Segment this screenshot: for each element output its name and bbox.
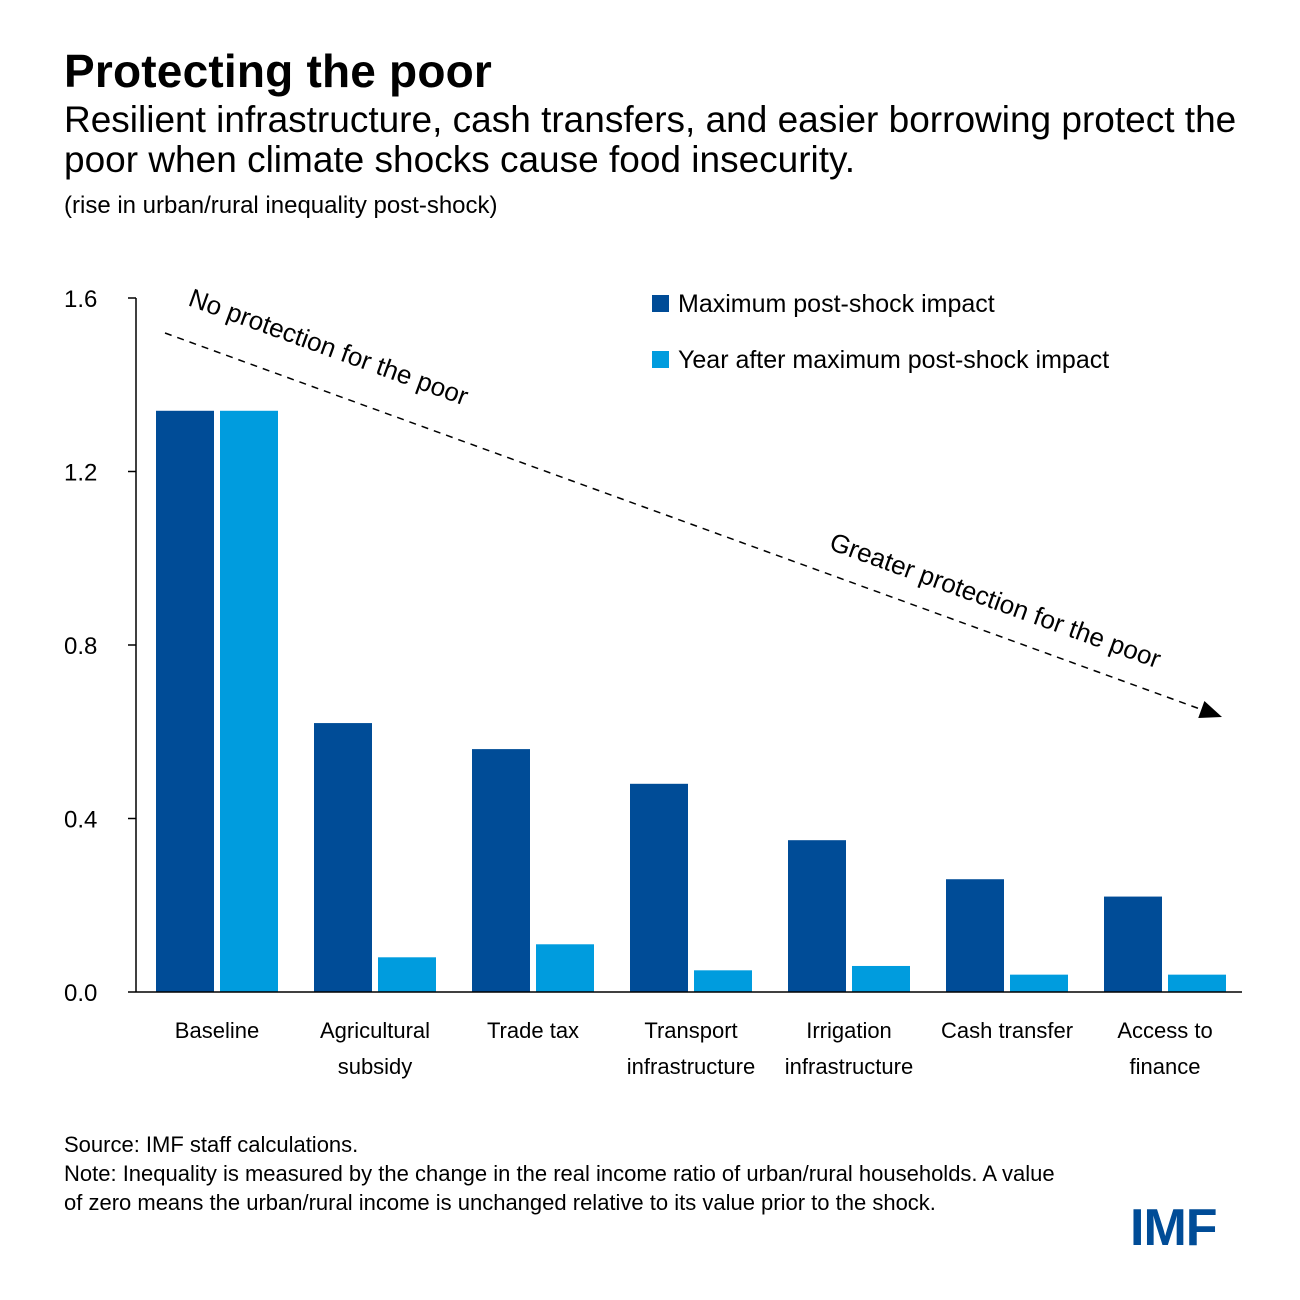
bar-year-after <box>220 410 278 992</box>
imf-logo: IMF <box>1130 1199 1218 1257</box>
x-tick-label: Access to <box>1117 1018 1212 1043</box>
y-tick-label: 1.6 <box>64 286 97 313</box>
legend-label: Maximum post-shock impact <box>678 290 995 318</box>
bar-year-after <box>536 944 594 992</box>
chart-title: Protecting the poor <box>64 45 493 97</box>
legend-label: Year after maximum post-shock impact <box>678 346 1109 374</box>
bar-max-impact <box>472 749 530 992</box>
chart-unit-label: (rise in urban/rural inequality post-sho… <box>64 192 498 219</box>
x-tick-label: Baseline <box>175 1018 259 1043</box>
bar-max-impact <box>788 840 846 992</box>
x-tick-label: Transport <box>644 1018 737 1043</box>
bar-year-after <box>378 957 436 992</box>
x-tick-label: Cash transfer <box>941 1018 1073 1043</box>
y-tick-label: 0.0 <box>64 980 97 1007</box>
annotation-greater-protection: Greater protection for the poor <box>826 526 1165 674</box>
x-tick-label: finance <box>1130 1054 1201 1079</box>
x-tick-label: infrastructure <box>785 1054 913 1079</box>
bar-max-impact <box>1104 896 1162 992</box>
bar-year-after <box>852 965 910 992</box>
x-tick-label: infrastructure <box>627 1054 755 1079</box>
y-tick-label: 0.8 <box>64 633 97 660</box>
bar-year-after <box>1010 974 1068 992</box>
x-tick-label: Agricultural <box>320 1018 430 1043</box>
chart-subtitle: Resilient infrastructure, cash transfers… <box>64 99 1237 180</box>
y-tick-label: 1.2 <box>64 460 97 487</box>
bar-max-impact <box>314 723 372 992</box>
legend-swatch <box>652 351 669 368</box>
y-tick-label: 0.4 <box>64 807 97 834</box>
footnote: Note: Inequality is measured by the chan… <box>64 1161 1055 1215</box>
bar-max-impact <box>630 783 688 992</box>
x-tick-label: Trade tax <box>487 1018 579 1043</box>
bar-max-impact <box>946 879 1004 992</box>
trend-arrow-line <box>164 332 1206 712</box>
bar-year-after <box>694 970 752 992</box>
x-tick-label: Irrigation <box>806 1018 892 1043</box>
bar-year-after <box>1168 974 1226 992</box>
trend-arrow-head <box>1198 701 1222 718</box>
source-note: Source: IMF staff calculations. <box>64 1132 359 1157</box>
legend-swatch <box>652 295 669 312</box>
x-tick-label: subsidy <box>338 1054 413 1079</box>
bar-max-impact <box>156 410 214 992</box>
